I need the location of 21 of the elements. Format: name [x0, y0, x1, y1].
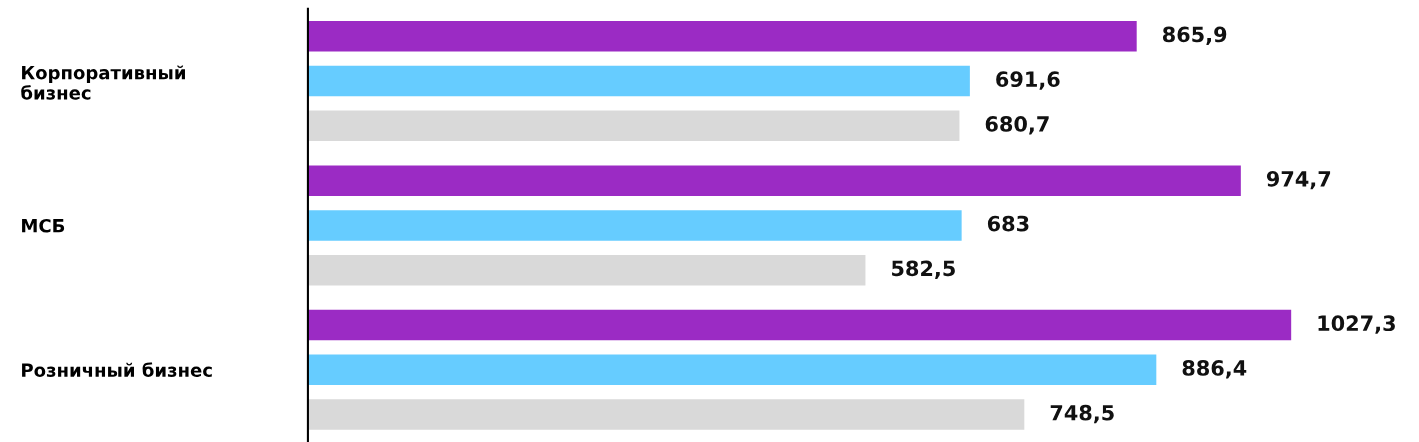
data-label: 1027,3 [1318, 315, 1395, 334]
data-label: 582,5 [892, 260, 955, 279]
data-label: 886,4 [1182, 360, 1247, 379]
bar [307, 309, 1292, 341]
bar [307, 21, 1137, 52]
bar [307, 254, 866, 286]
y-tick-label: Розничный бизнес [22, 362, 212, 377]
data-label: 680,7 [985, 116, 1049, 135]
bar [307, 354, 1157, 386]
data-label: 865,9 [1162, 26, 1227, 45]
data-label: 974,7 [1266, 170, 1331, 190]
bar [307, 65, 970, 97]
data-label: 748,5 [1050, 404, 1114, 424]
bar [307, 210, 962, 241]
bar [307, 110, 960, 142]
data-label: 683 [987, 215, 1029, 232]
bar [307, 165, 1241, 196]
data-label: 691,6 [996, 71, 1060, 90]
bar [307, 399, 1025, 430]
y-tick-label: Корпоративный бизнес [21, 65, 185, 100]
y-tick-label: МСБ [22, 218, 65, 233]
